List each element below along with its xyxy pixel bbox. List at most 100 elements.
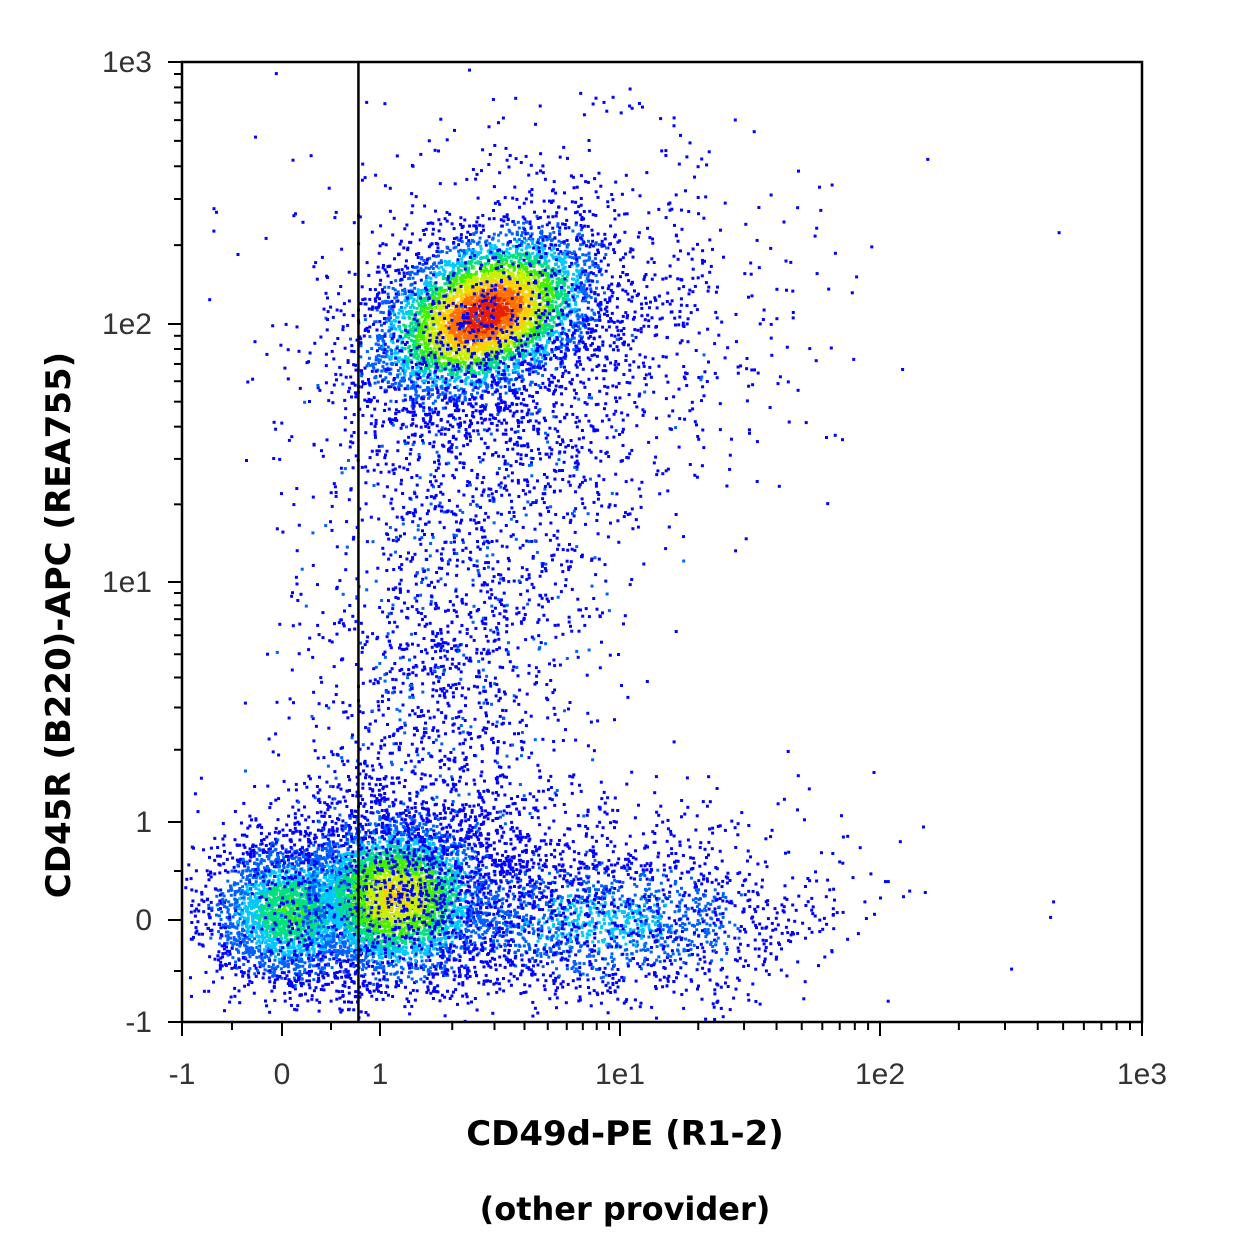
event-dot <box>378 963 382 967</box>
event-dot <box>320 888 324 892</box>
event-dot <box>250 849 254 853</box>
event-dot <box>257 971 260 975</box>
event-dot <box>282 919 286 923</box>
event-dot <box>365 948 369 952</box>
event-dot <box>336 834 340 837</box>
event-dot <box>327 916 331 920</box>
event-dot <box>209 900 213 904</box>
event-dot <box>272 925 275 928</box>
event-dot <box>284 888 288 892</box>
event-dot <box>461 983 465 987</box>
event-dot <box>342 869 346 873</box>
event-dot <box>494 890 498 894</box>
event-dot <box>340 862 344 866</box>
event-dot <box>307 929 311 933</box>
event-dot <box>265 912 269 916</box>
event-dot <box>225 916 229 919</box>
event-dot <box>236 923 240 927</box>
event-dot <box>320 937 324 941</box>
event-dot <box>248 899 252 903</box>
event-dot <box>243 890 247 894</box>
event-dot <box>266 946 270 950</box>
event-dot <box>245 875 249 879</box>
event-dot <box>291 897 295 901</box>
event-dot <box>254 887 258 891</box>
event-dot <box>435 825 439 828</box>
event-dot <box>418 938 422 942</box>
event-dot <box>416 967 420 971</box>
event-dot <box>245 885 249 889</box>
event-dot <box>207 989 211 993</box>
event-dot <box>307 867 311 871</box>
event-dot <box>338 888 341 892</box>
event-dot <box>275 888 279 892</box>
event-dot <box>311 881 315 885</box>
event-dot <box>388 940 391 944</box>
event-dot <box>293 883 297 887</box>
event-dot <box>360 905 363 909</box>
event-dot <box>291 885 295 889</box>
event-dot <box>419 931 423 935</box>
event-dot <box>352 916 355 920</box>
event-dot <box>306 944 310 948</box>
event-dot <box>247 952 251 956</box>
event-dot <box>341 950 345 954</box>
event-dot <box>271 902 275 905</box>
event-dot <box>225 941 229 945</box>
event-dot <box>274 931 278 935</box>
event-dot <box>395 955 398 959</box>
event-dot <box>362 946 366 949</box>
event-dot <box>366 869 370 873</box>
event-dot <box>247 937 251 941</box>
event-dot <box>392 831 396 835</box>
event-dot <box>371 949 375 953</box>
event-dot <box>193 909 197 913</box>
event-dot <box>226 934 230 938</box>
event-dot <box>247 930 251 934</box>
event-dot <box>314 871 318 875</box>
event-dot <box>427 869 431 873</box>
event-dot <box>301 924 305 927</box>
event-dot <box>317 977 321 980</box>
event-dot <box>274 900 278 904</box>
event-dot <box>443 905 447 909</box>
event-dot <box>266 890 270 894</box>
event-dot <box>256 865 260 869</box>
event-dot <box>270 918 274 922</box>
event-dot <box>348 778 352 782</box>
event-dot <box>346 930 350 933</box>
event-dot <box>420 871 423 875</box>
event-dot <box>265 835 269 839</box>
event-dot <box>354 990 358 994</box>
event-dot <box>282 959 286 963</box>
event-dot <box>303 971 306 975</box>
event-dot <box>340 890 344 894</box>
event-dot <box>296 901 300 905</box>
event-dot <box>281 907 285 911</box>
event-dot <box>426 852 430 856</box>
event-dot <box>373 838 377 842</box>
event-dot <box>242 843 246 847</box>
event-dot <box>343 876 347 880</box>
event-dot <box>375 982 379 986</box>
event-dot <box>228 962 231 966</box>
event-dot <box>520 894 524 898</box>
event-dot <box>265 931 269 935</box>
event-dot <box>348 896 352 900</box>
event-dot <box>304 891 308 895</box>
event-dot <box>265 1004 269 1008</box>
event-dot <box>283 940 287 944</box>
event-dot <box>237 903 241 907</box>
event-dot <box>290 1003 293 1007</box>
event-dot <box>284 848 288 852</box>
event-dot <box>455 879 459 883</box>
event-dot <box>314 971 318 975</box>
event-dot <box>249 851 253 855</box>
event-dot <box>324 835 328 839</box>
event-dot <box>219 888 223 892</box>
event-dot <box>341 948 345 952</box>
event-dot <box>218 967 222 971</box>
event-dot <box>223 834 227 838</box>
event-dot <box>328 894 332 898</box>
event-dot <box>254 871 258 875</box>
